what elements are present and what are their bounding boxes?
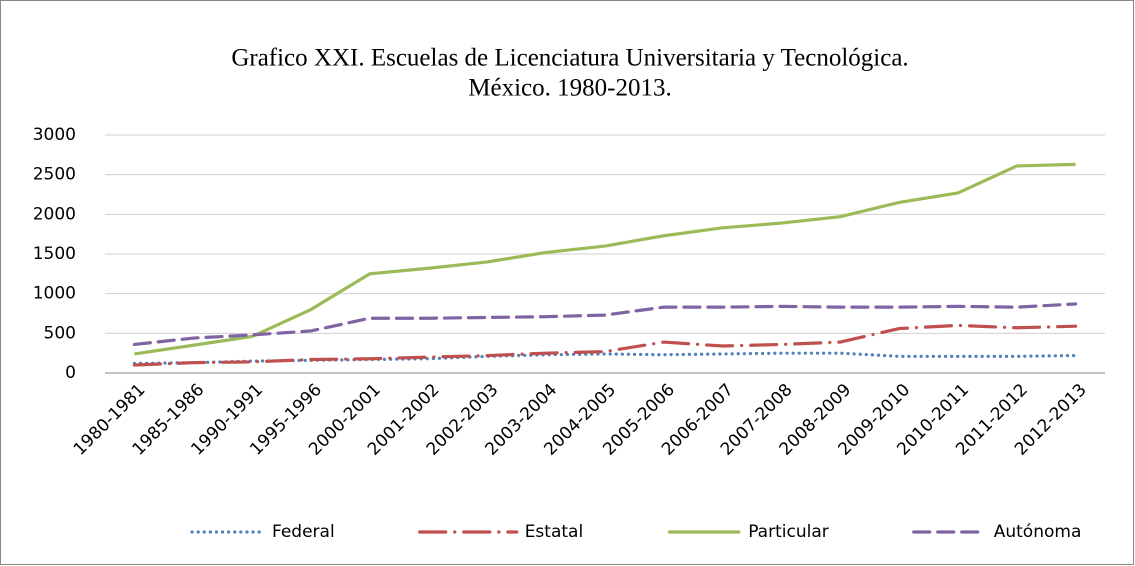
y-tick-label: 1000 [33,284,76,304]
chart-title: México. 1980-2013. [468,75,671,102]
y-tick-label: 2500 [33,165,76,185]
legend-label: Particular [748,522,829,542]
legend-label: Federal [272,522,335,542]
legend-label: Autónoma [994,522,1082,542]
y-tick-label: 500 [44,323,76,343]
y-tick-label: 1500 [33,244,76,264]
series-line [134,162,1076,356]
series-line [132,351,1078,366]
y-tick-label: 2000 [33,204,76,224]
series-line [132,302,1078,347]
y-tick-label: 0 [65,363,76,383]
series-line [132,323,1078,367]
chart-title: Grafico XXI. Escuelas de Licenciatura Un… [231,45,908,72]
y-tick-label: 3000 [33,125,76,145]
legend-label: Estatal [525,522,584,542]
